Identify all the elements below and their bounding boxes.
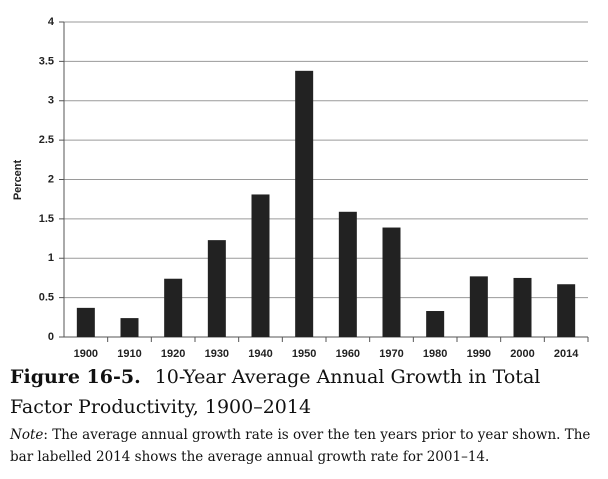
caption: Figure 16-5. 10-Year Average Annual Growt… <box>10 362 600 468</box>
x-tick-label: 1960 <box>336 348 360 360</box>
x-tick-label: 1990 <box>467 348 491 360</box>
y-tick-label: 3.5 <box>39 55 54 67</box>
x-tick-label: 2014 <box>554 348 579 360</box>
x-tick-label: 2000 <box>510 348 534 360</box>
caption-title-block: Figure 16-5. 10-Year Average Annual Growt… <box>10 362 600 422</box>
chart: Percent 0 0.5 1 1.5 2 2.5 3 3.5 4 1900 1910 1920 193… <box>12 16 589 360</box>
bar <box>164 278 183 337</box>
bar <box>382 227 401 337</box>
note: Note: The average annual growth rate is … <box>10 424 600 468</box>
y-tick-label: 4 <box>48 16 55 28</box>
x-tick-label: 1950 <box>292 348 316 360</box>
bar <box>251 194 270 337</box>
note-text: : The average annual growth rate is over… <box>10 427 591 465</box>
x-tick-label: 1940 <box>248 348 272 360</box>
figure-number: Figure 16-5. <box>10 366 141 388</box>
bar <box>469 276 488 337</box>
x-tick-label: 1920 <box>161 348 185 360</box>
figure-title: 10-Year Average Annual Growth in Total F… <box>10 366 541 418</box>
y-tick-label: 1 <box>48 252 54 264</box>
bar <box>338 211 357 337</box>
x-tick-label: 1980 <box>423 348 447 360</box>
y-tick-label: 2.5 <box>39 134 54 146</box>
x-tick-label: 1930 <box>205 348 229 360</box>
y-tick-label: 3 <box>48 95 54 107</box>
bar <box>120 318 139 337</box>
y-tick-label: 0 <box>48 331 54 343</box>
bar <box>557 284 576 337</box>
y-tick-label: 2 <box>48 173 54 185</box>
x-tick-label: 1910 <box>117 348 141 360</box>
bar <box>513 277 532 337</box>
y-tick-label: 0.5 <box>39 292 54 304</box>
y-tick-label: 1.5 <box>39 213 54 225</box>
bar <box>295 70 314 337</box>
y-axis-label: Percent <box>12 159 24 200</box>
x-tick-label: 1970 <box>379 348 403 360</box>
x-tick-label: 1900 <box>74 348 98 360</box>
bar <box>207 240 226 337</box>
note-label: Note <box>10 427 44 443</box>
bar <box>76 307 95 337</box>
bar <box>426 311 445 337</box>
